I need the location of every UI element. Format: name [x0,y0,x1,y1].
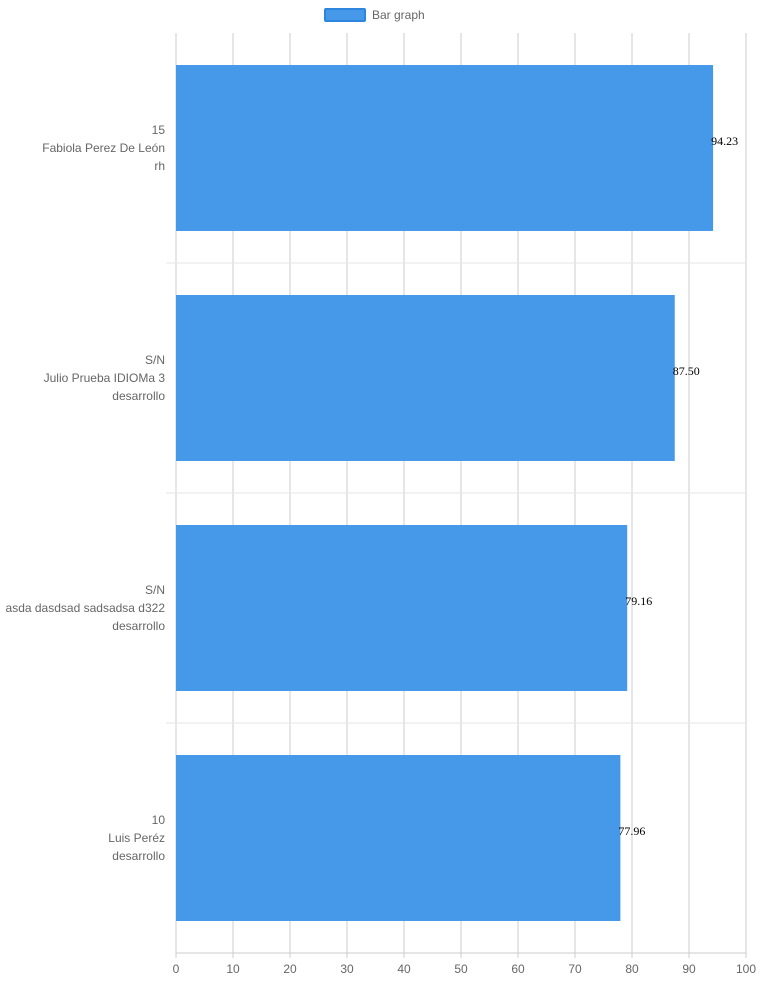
category-label: 15 [152,123,166,137]
x-tick-label: 50 [454,962,468,976]
legend: Bar graph [324,8,425,22]
category-label: S/N [145,583,165,597]
bar [176,525,628,691]
category-label: Fabiola Perez De León [42,141,165,155]
x-tick-label: 30 [340,962,354,976]
x-axis-ticks: 0 10 20 30 40 50 60 70 80 90 100 [173,962,757,976]
x-tick-label: 10 [226,962,240,976]
data-label: 79.16 [625,594,652,608]
category-label: asda dasdsad sadsadsa d322 [6,601,166,615]
x-tick-label: 90 [682,962,696,976]
x-tick-label: 20 [283,962,297,976]
bars [176,65,714,921]
x-tick-label: 0 [173,962,180,976]
category-label: S/N [145,353,165,367]
legend-swatch [324,8,366,22]
category-separators [166,262,746,724]
x-tick-label: 40 [397,962,411,976]
data-label: 77.96 [618,824,645,838]
bar [176,295,675,461]
bar [176,65,714,231]
category-label: Julio Prueba IDIOMa 3 [44,371,166,385]
data-label: 94.23 [711,134,738,148]
x-tick-label: 100 [736,962,756,976]
bar [176,755,621,921]
data-labels: 94.23 87.50 79.16 77.96 [618,134,738,838]
category-label: Luis Peréz [108,831,165,845]
legend-label: Bar graph [372,8,425,22]
y-axis-labels: 15 Fabiola Perez De León rh S/N Julio Prueba… [6,123,166,863]
x-tick-label: 70 [568,962,582,976]
x-tick-label: 60 [511,962,525,976]
category-label: desarrollo [112,619,165,633]
category-label: 10 [152,813,166,827]
x-tick-label: 80 [625,962,639,976]
category-label: rh [154,159,165,173]
category-label: desarrollo [112,389,165,403]
category-label: desarrollo [112,849,165,863]
data-label: 87.50 [673,364,700,378]
